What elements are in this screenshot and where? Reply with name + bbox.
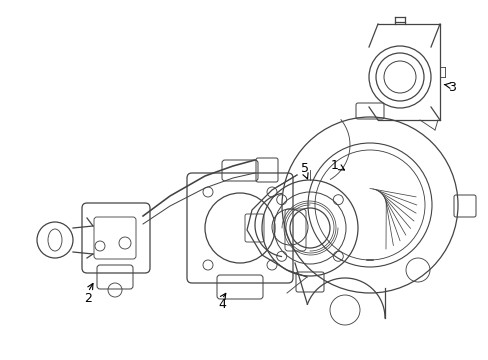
- Text: 5: 5: [301, 162, 308, 175]
- Text: 4: 4: [218, 298, 225, 311]
- Text: 1: 1: [330, 158, 338, 171]
- Text: 2: 2: [84, 292, 92, 305]
- Text: 3: 3: [447, 81, 455, 94]
